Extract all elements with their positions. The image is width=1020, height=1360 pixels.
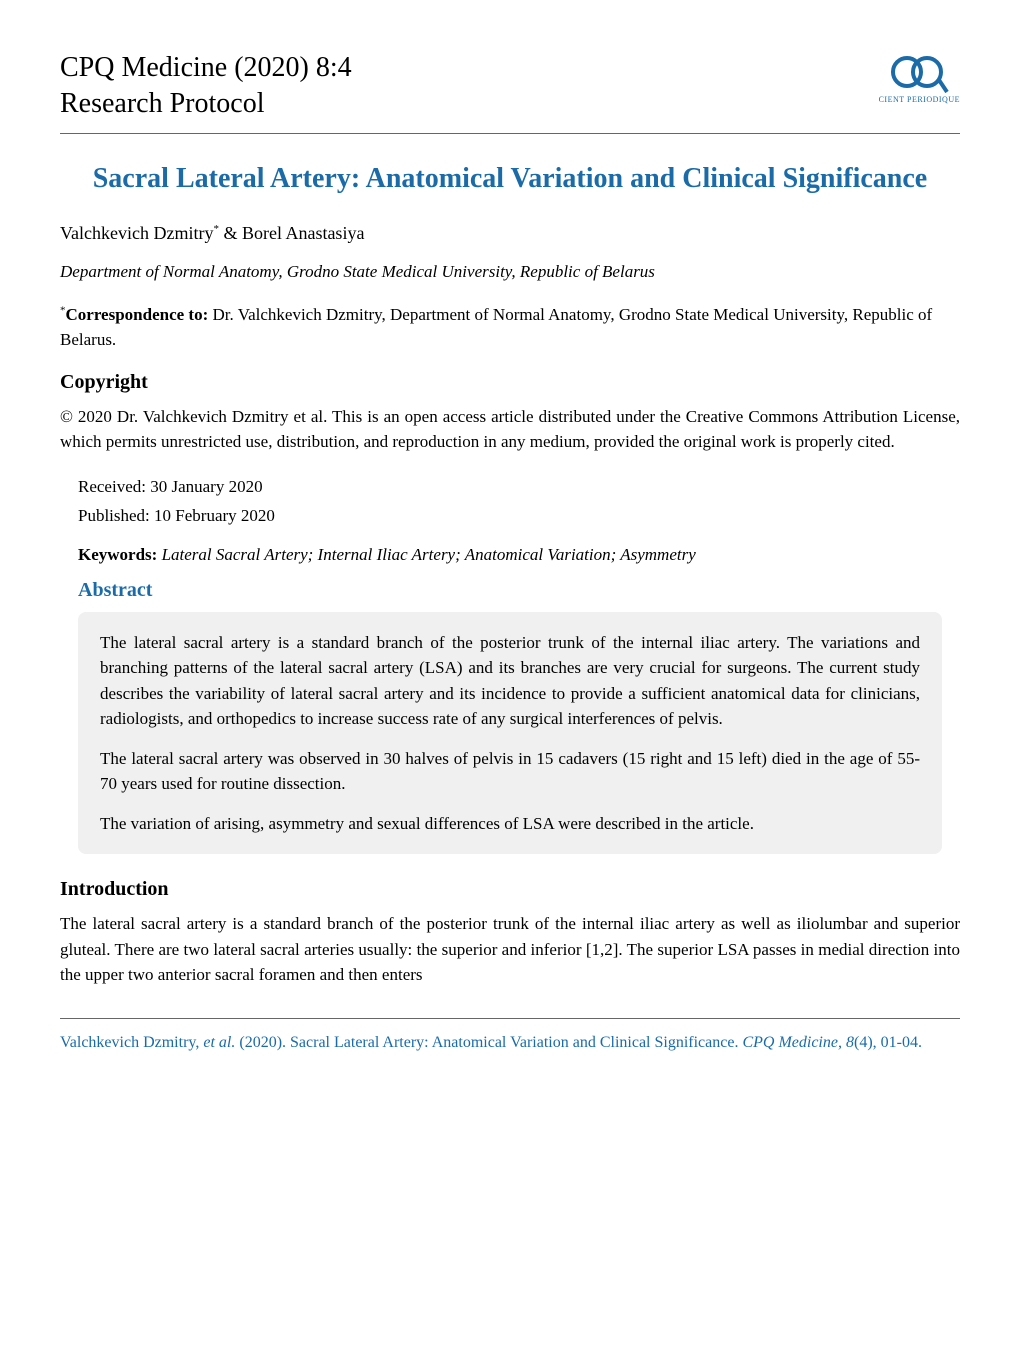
introduction-text: The lateral sacral artery is a standard … xyxy=(60,911,960,988)
logo-icon xyxy=(889,50,949,95)
keywords: Keywords: Lateral Sacral Artery; Interna… xyxy=(60,545,960,565)
author-name-2: & Borel Anastasiya xyxy=(219,223,364,243)
citation-etal: et al. xyxy=(203,1034,235,1051)
journal-info: CPQ Medicine (2020) 8:4 Research Protoco… xyxy=(60,50,352,123)
publisher-logo: CIENT PERIODIQUE xyxy=(879,50,960,104)
citation-year: (2020). Sacral Lateral Artery: Anatomica… xyxy=(235,1034,742,1051)
logo-text: CIENT PERIODIQUE xyxy=(879,95,960,104)
author-name-1: Valchkevich Dzmitry xyxy=(60,223,213,243)
footer-divider xyxy=(60,1018,960,1019)
abstract-box: The lateral sacral artery is a standard … xyxy=(78,612,942,855)
copyright-text: © 2020 Dr. Valchkevich Dzmitry et al. Th… xyxy=(60,404,960,455)
keywords-label: Keywords: xyxy=(78,545,157,564)
abstract-para-3: The variation of arising, asymmetry and … xyxy=(100,811,920,837)
article-type: Research Protocol xyxy=(60,86,352,122)
header: CPQ Medicine (2020) 8:4 Research Protoco… xyxy=(60,50,960,123)
footer-citation: Valchkevich Dzmitry, et al. (2020). Sacr… xyxy=(60,1031,960,1055)
dates-block: Received: 30 January 2020 Published: 10 … xyxy=(60,473,960,531)
abstract-para-2: The lateral sacral artery was observed i… xyxy=(100,746,920,797)
citation-authors: Valchkevich Dzmitry, xyxy=(60,1034,203,1051)
correspondence: *Correspondence to: Dr. Valchkevich Dzmi… xyxy=(60,302,960,353)
article-title: Sacral Lateral Artery: Anatomical Variat… xyxy=(60,159,960,198)
keywords-text: Lateral Sacral Artery; Internal Iliac Ar… xyxy=(157,545,695,564)
affiliation: Department of Normal Anatomy, Grodno Sta… xyxy=(60,262,960,282)
journal-title: CPQ Medicine (2020) 8:4 xyxy=(60,50,352,86)
copyright-heading: Copyright xyxy=(60,371,960,394)
abstract-para-1: The lateral sacral artery is a standard … xyxy=(100,630,920,732)
abstract-heading: Abstract xyxy=(60,579,960,602)
correspondence-label: Correspondence to: xyxy=(66,305,209,324)
authors: Valchkevich Dzmitry* & Borel Anastasiya xyxy=(60,223,960,244)
received-date: Received: 30 January 2020 xyxy=(78,473,960,502)
published-date: Published: 10 February 2020 xyxy=(78,502,960,531)
citation-journal: CPQ Medicine, 8 xyxy=(742,1034,854,1051)
introduction-heading: Introduction xyxy=(60,878,960,901)
citation-pages: (4), 01-04. xyxy=(854,1034,922,1051)
header-divider xyxy=(60,133,960,134)
